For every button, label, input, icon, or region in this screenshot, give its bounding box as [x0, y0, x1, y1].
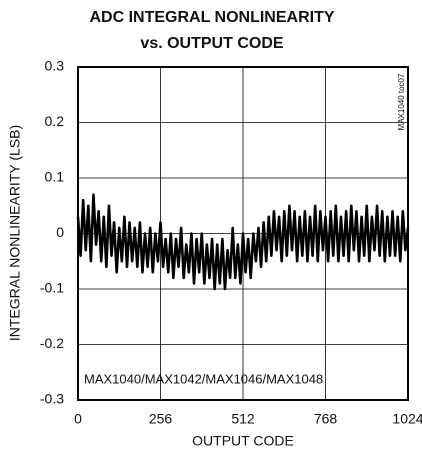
- y-tick-label: 0: [56, 224, 64, 240]
- x-tick-label: 0: [74, 411, 82, 427]
- x-tick-label: 768: [314, 411, 338, 427]
- y-tick-label: -0.3: [40, 391, 64, 407]
- y-tick-label: 0.1: [45, 169, 65, 185]
- x-tick-label: 512: [231, 411, 255, 427]
- y-tick-label: 0.2: [45, 113, 65, 129]
- x-tick-label: 1024: [392, 411, 422, 427]
- chart-subtitle: vs. OUTPUT CODE: [140, 35, 283, 52]
- x-tick-label: 256: [149, 411, 173, 427]
- y-tick-label: 0.3: [45, 58, 65, 74]
- chart-title: ADC INTEGRAL NONLINEARITY: [89, 9, 334, 26]
- data-line: [76, 193, 410, 291]
- annotation: MAX1040/MAX1042/MAX1046/MAX1048: [84, 371, 323, 386]
- y-tick-label: -0.1: [40, 280, 64, 296]
- y-tick-label: -0.2: [40, 335, 64, 351]
- x-axis-label: OUTPUT CODE: [192, 433, 294, 449]
- y-axis-label: INTEGRAL NONLINEARITY (LSB): [7, 125, 23, 341]
- annotation: MAX1040 toc07: [397, 73, 406, 130]
